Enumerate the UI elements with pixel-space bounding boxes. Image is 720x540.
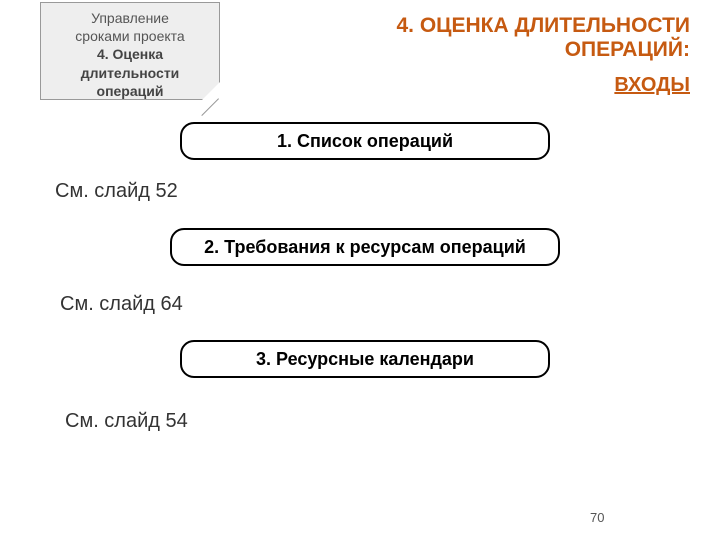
context-note: Управление сроками проекта 4. Оценка дли… — [40, 2, 220, 100]
note-line3: 4. Оценка — [97, 46, 163, 62]
note-line4: длительности — [81, 65, 180, 81]
note-fold-line — [201, 98, 219, 116]
page-number: 70 — [590, 510, 604, 525]
slide-subtitle: ВХОДЫ — [350, 74, 690, 97]
input-pill-2: 2. Требования к ресурсам операций — [170, 228, 560, 266]
title-line2: ОПЕРАЦИЙ: — [565, 38, 690, 61]
input-pill-1: 1. Список операций — [180, 122, 550, 160]
input-pill-3: 3. Ресурсные календари — [180, 340, 550, 378]
note-line5: операций — [97, 83, 164, 99]
title-line1: 4. ОЦЕНКА ДЛИТЕЛЬНОСТИ — [396, 14, 690, 37]
note-line1: Управление — [91, 10, 169, 26]
slide-ref-1: См. слайд 52 — [55, 180, 178, 203]
slide-ref-3: См. слайд 54 — [65, 410, 188, 433]
note-line2: сроками проекта — [75, 28, 184, 44]
slide-ref-2: См. слайд 64 — [60, 293, 183, 316]
slide-title: 4. ОЦЕНКА ДЛИТЕЛЬНОСТИ ОПЕРАЦИЙ: — [350, 14, 690, 62]
